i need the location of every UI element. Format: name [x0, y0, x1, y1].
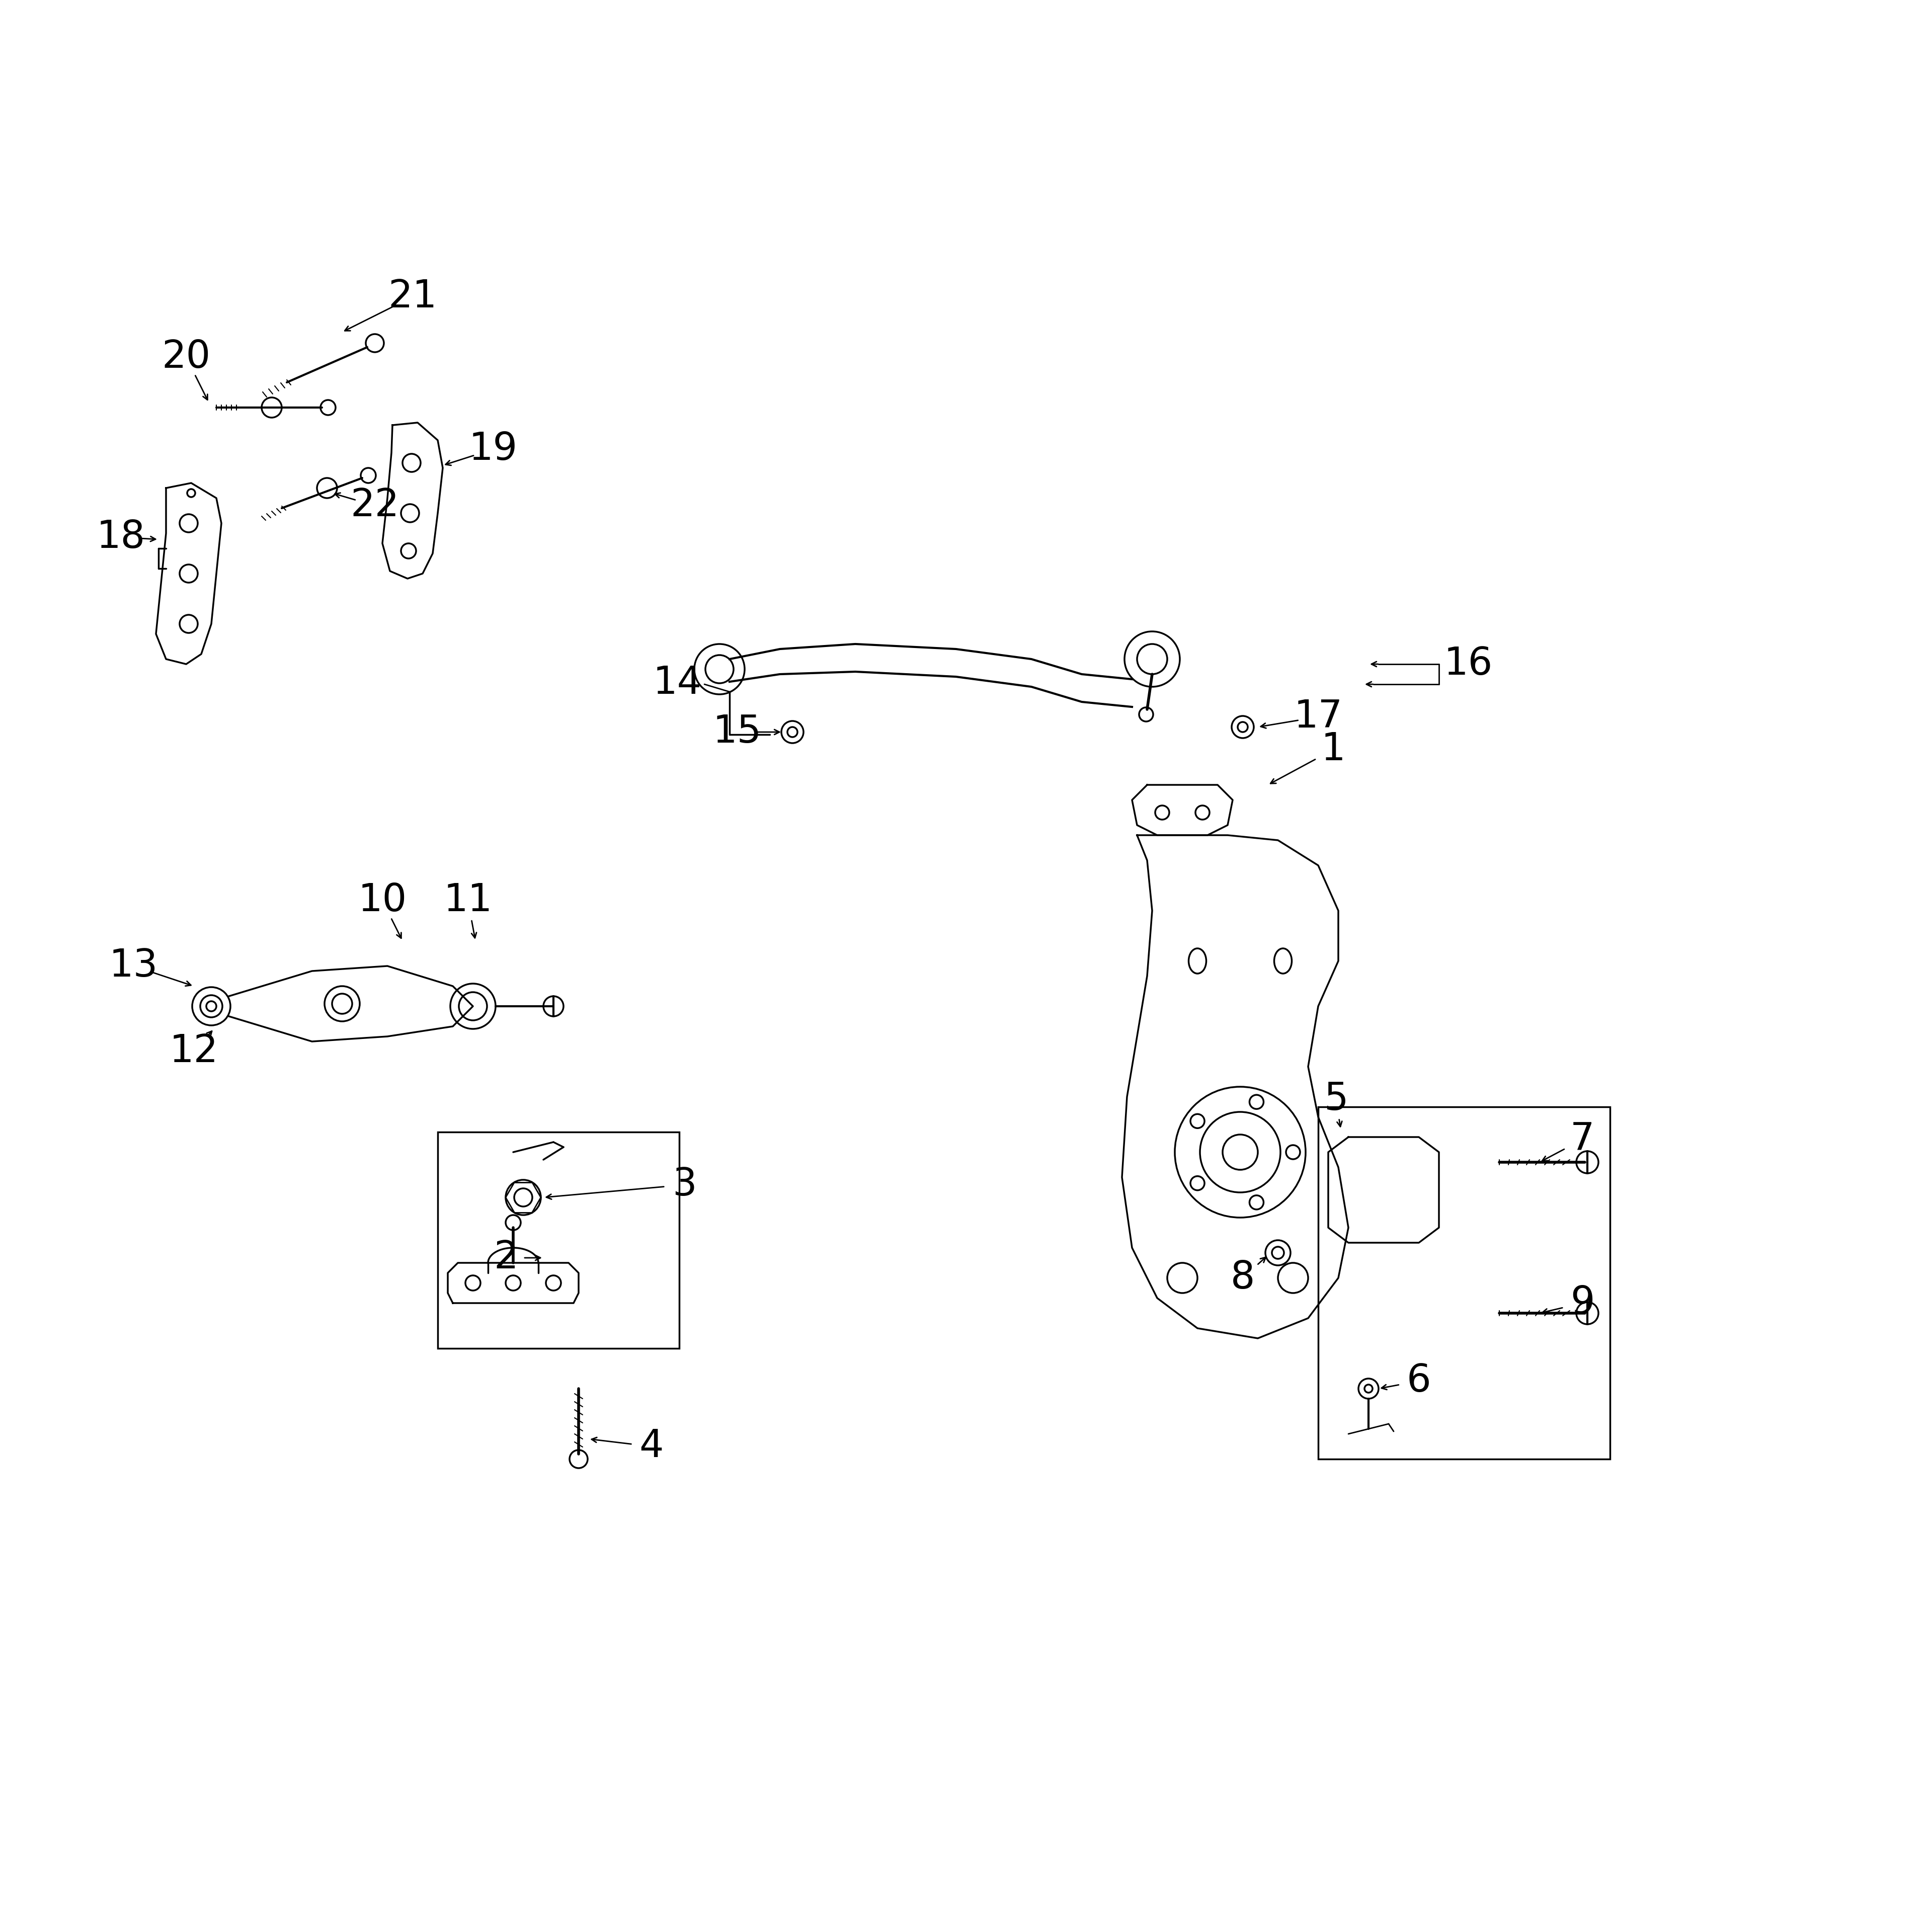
Text: 9: 9 [1571, 1285, 1594, 1321]
Text: 22: 22 [350, 487, 400, 524]
Text: 21: 21 [388, 278, 437, 315]
Text: 3: 3 [672, 1167, 696, 1204]
Text: 16: 16 [1443, 645, 1493, 682]
Text: 15: 15 [713, 713, 761, 752]
Text: 1: 1 [1321, 730, 1345, 769]
Text: 5: 5 [1323, 1080, 1349, 1119]
Bar [439, 1132, 680, 1349]
Text: 19: 19 [469, 431, 518, 468]
Text: 11: 11 [444, 883, 493, 920]
Bar [1318, 1107, 1609, 1459]
Text: 2: 2 [495, 1238, 518, 1277]
Text: 12: 12 [170, 1034, 218, 1070]
Text: 18: 18 [97, 518, 145, 556]
Text: 13: 13 [108, 947, 158, 985]
Text: 8: 8 [1231, 1260, 1256, 1296]
Text: 10: 10 [357, 883, 408, 920]
Text: 20: 20 [162, 338, 211, 377]
Text: 17: 17 [1294, 697, 1343, 736]
Text: 4: 4 [639, 1428, 665, 1464]
Text: 7: 7 [1571, 1121, 1594, 1157]
Text: 14: 14 [653, 665, 701, 701]
Text: 6: 6 [1406, 1362, 1432, 1399]
